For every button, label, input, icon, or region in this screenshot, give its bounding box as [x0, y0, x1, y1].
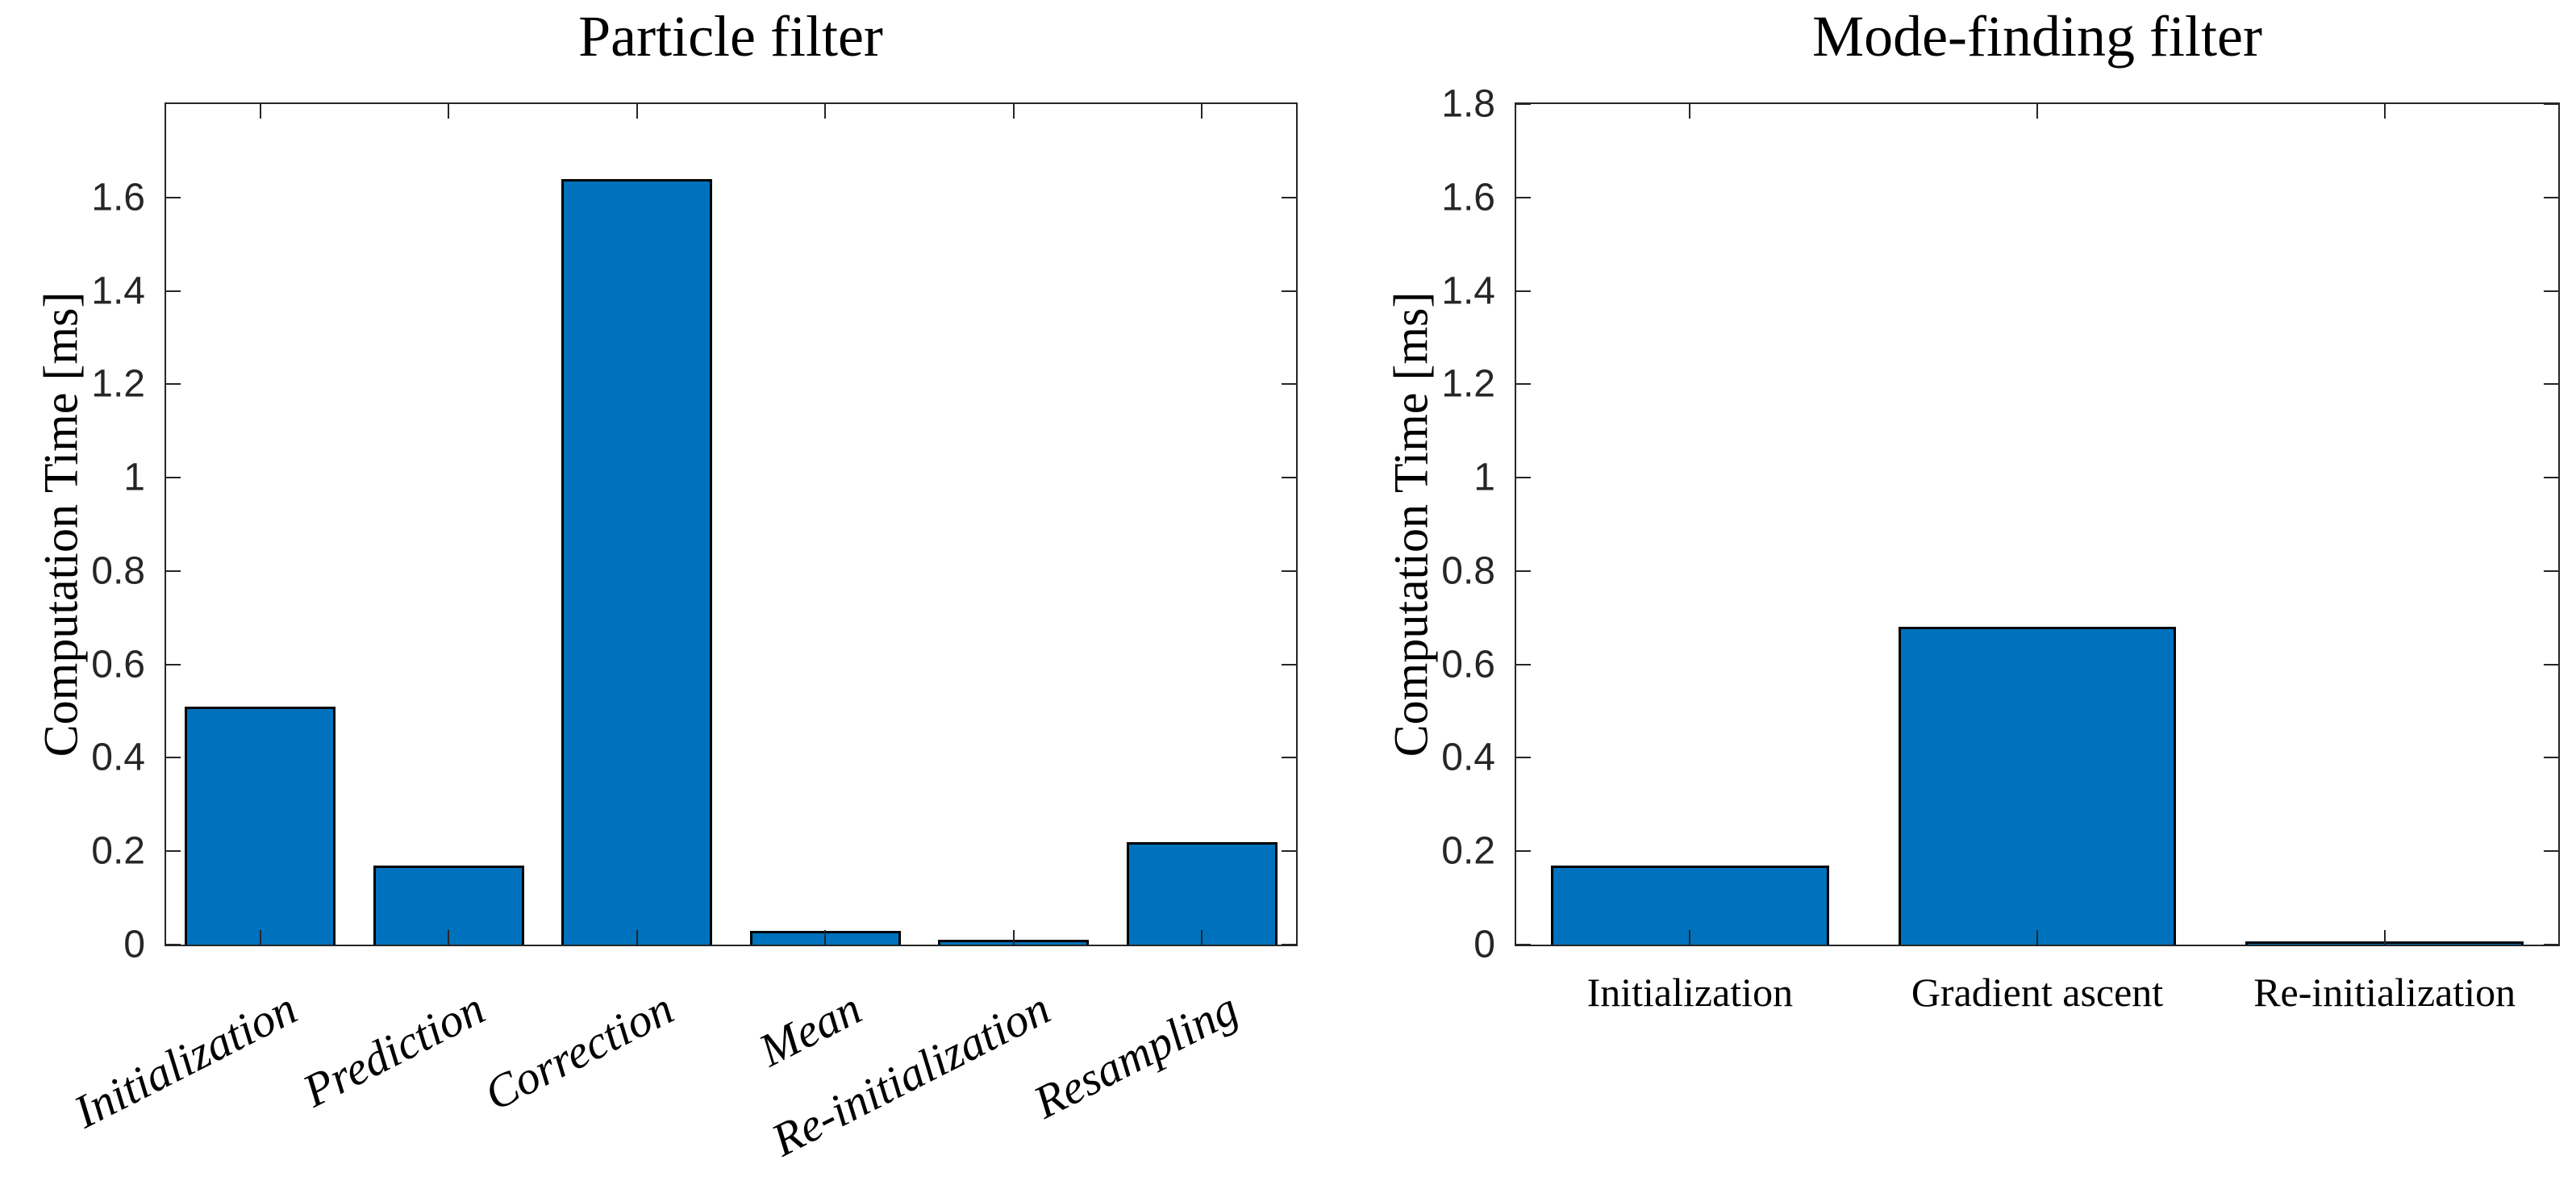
y-tick-label: 0.8 — [1441, 549, 1495, 593]
y-tick-mark — [166, 477, 181, 479]
y-tick-mark — [166, 757, 181, 759]
y-tick-label: 0 — [123, 923, 145, 966]
x-tick-mark — [636, 930, 638, 945]
y-tick-mark — [1516, 570, 1531, 572]
y-tick-mark — [1516, 757, 1531, 759]
y-tick-mark — [2544, 477, 2558, 479]
y-tick-mark — [2544, 570, 2558, 572]
x-tick-mark — [2036, 104, 2038, 119]
y-tick-label: 0.2 — [91, 829, 145, 873]
y-tick-mark — [1516, 196, 1531, 198]
x-tick-label-resampling: Resampling — [1025, 981, 1247, 1129]
y-axis-label-mode-finding-filter: Computation Time [ms] — [1384, 291, 1438, 757]
y-tick-mark — [2544, 944, 2558, 945]
x-tick-label-correction: Correction — [476, 981, 682, 1121]
y-tick-mark — [2544, 103, 2558, 105]
x-tick-label-re-initialization: Re-initialization — [2253, 970, 2516, 1015]
bar-correction — [561, 178, 713, 945]
bar-gradient-ascent — [1898, 627, 2177, 945]
y-tick-mark — [2544, 663, 2558, 666]
x-tick-mark — [1012, 104, 1015, 119]
y-tick-label: 1.4 — [91, 269, 145, 313]
y-tick-mark — [166, 290, 181, 292]
y-tick-mark — [1282, 944, 1296, 945]
y-tick-label: 1.6 — [91, 176, 145, 219]
y-tick-mark — [1516, 850, 1531, 853]
x-tick-label-mean: Mean — [751, 981, 870, 1077]
x-tick-mark — [1689, 930, 1691, 945]
y-tick-mark — [166, 850, 181, 853]
y-tick-label: 0.6 — [1441, 643, 1495, 686]
y-tick-label: 0.2 — [1441, 829, 1495, 873]
x-tick-mark — [2383, 104, 2386, 119]
x-tick-mark — [1012, 930, 1015, 945]
y-tick-label: 1.2 — [1441, 362, 1495, 406]
y-tick-label: 0.4 — [91, 736, 145, 779]
y-tick-mark — [166, 663, 181, 666]
x-tick-mark — [1201, 104, 1203, 119]
y-tick-mark — [2544, 383, 2558, 386]
y-tick-mark — [2544, 196, 2558, 198]
x-tick-label-gradient-ascent: Gradient ascent — [1911, 970, 2164, 1015]
y-tick-label: 0.6 — [91, 643, 145, 686]
x-tick-mark — [824, 104, 827, 119]
y-tick-label: 1 — [1473, 456, 1495, 499]
x-tick-mark — [2036, 930, 2038, 945]
x-tick-mark — [2383, 930, 2386, 945]
x-tick-label-initialization: Initialization — [65, 981, 305, 1138]
y-tick-label: 0.4 — [1441, 736, 1495, 779]
y-tick-mark — [1282, 290, 1296, 292]
x-tick-mark — [448, 930, 450, 945]
y-axis-label-particle-filter: Computation Time [ms] — [34, 291, 88, 757]
y-tick-mark — [1516, 944, 1531, 945]
y-tick-mark — [1516, 290, 1531, 292]
x-tick-label-initialization: Initialization — [1586, 970, 1794, 1015]
y-tick-label: 0.8 — [91, 549, 145, 593]
x-tick-mark — [1689, 104, 1691, 119]
y-tick-mark — [1516, 383, 1531, 386]
y-tick-mark — [1282, 196, 1296, 198]
y-tick-mark — [1282, 663, 1296, 666]
chart-title-particle-filter: Particle filter — [578, 4, 883, 69]
x-tick-mark — [636, 104, 638, 119]
y-tick-label: 0 — [1473, 923, 1495, 966]
y-tick-mark — [2544, 850, 2558, 853]
y-tick-mark — [166, 944, 181, 945]
x-tick-mark — [1201, 930, 1203, 945]
bar-initialization — [185, 706, 336, 945]
chart-title-mode-finding-filter: Mode-finding filter — [1812, 4, 2262, 69]
y-tick-mark — [166, 383, 181, 386]
y-tick-label: 1 — [123, 456, 145, 499]
y-tick-mark — [1282, 477, 1296, 479]
bar-resampling — [1126, 841, 1278, 945]
y-tick-mark — [1282, 757, 1296, 759]
plot-area-particle-filter: 0 0.2 0.4 0.6 0.8 1 1.2 1.4 1.6 Initialization Pre… — [65, 102, 1298, 1166]
y-tick-mark — [1282, 383, 1296, 386]
x-tick-mark — [259, 104, 261, 119]
y-tick-mark — [1282, 850, 1296, 853]
y-tick-label: 1.8 — [1441, 82, 1495, 126]
x-tick-mark — [448, 104, 450, 119]
y-tick-mark — [1516, 103, 1531, 105]
x-tick-mark — [824, 930, 827, 945]
y-tick-label: 1.2 — [91, 362, 145, 406]
plot-area-mode-finding-filter: 0 0.2 0.4 0.6 0.8 1 1.2 1.4 1.6 1.8 Initialization… — [1441, 83, 2560, 1015]
y-tick-label: 1.4 — [1441, 269, 1495, 313]
y-tick-mark — [1516, 663, 1531, 666]
x-tick-label-prediction: Prediction — [294, 981, 494, 1117]
x-tick-mark — [259, 930, 261, 945]
y-tick-mark — [166, 570, 181, 572]
y-tick-label: 1.6 — [1441, 176, 1495, 219]
y-tick-mark — [1516, 477, 1531, 479]
y-tick-mark — [1282, 570, 1296, 572]
y-tick-mark — [166, 196, 181, 198]
y-tick-mark — [2544, 757, 2558, 759]
y-tick-mark — [2544, 290, 2558, 292]
